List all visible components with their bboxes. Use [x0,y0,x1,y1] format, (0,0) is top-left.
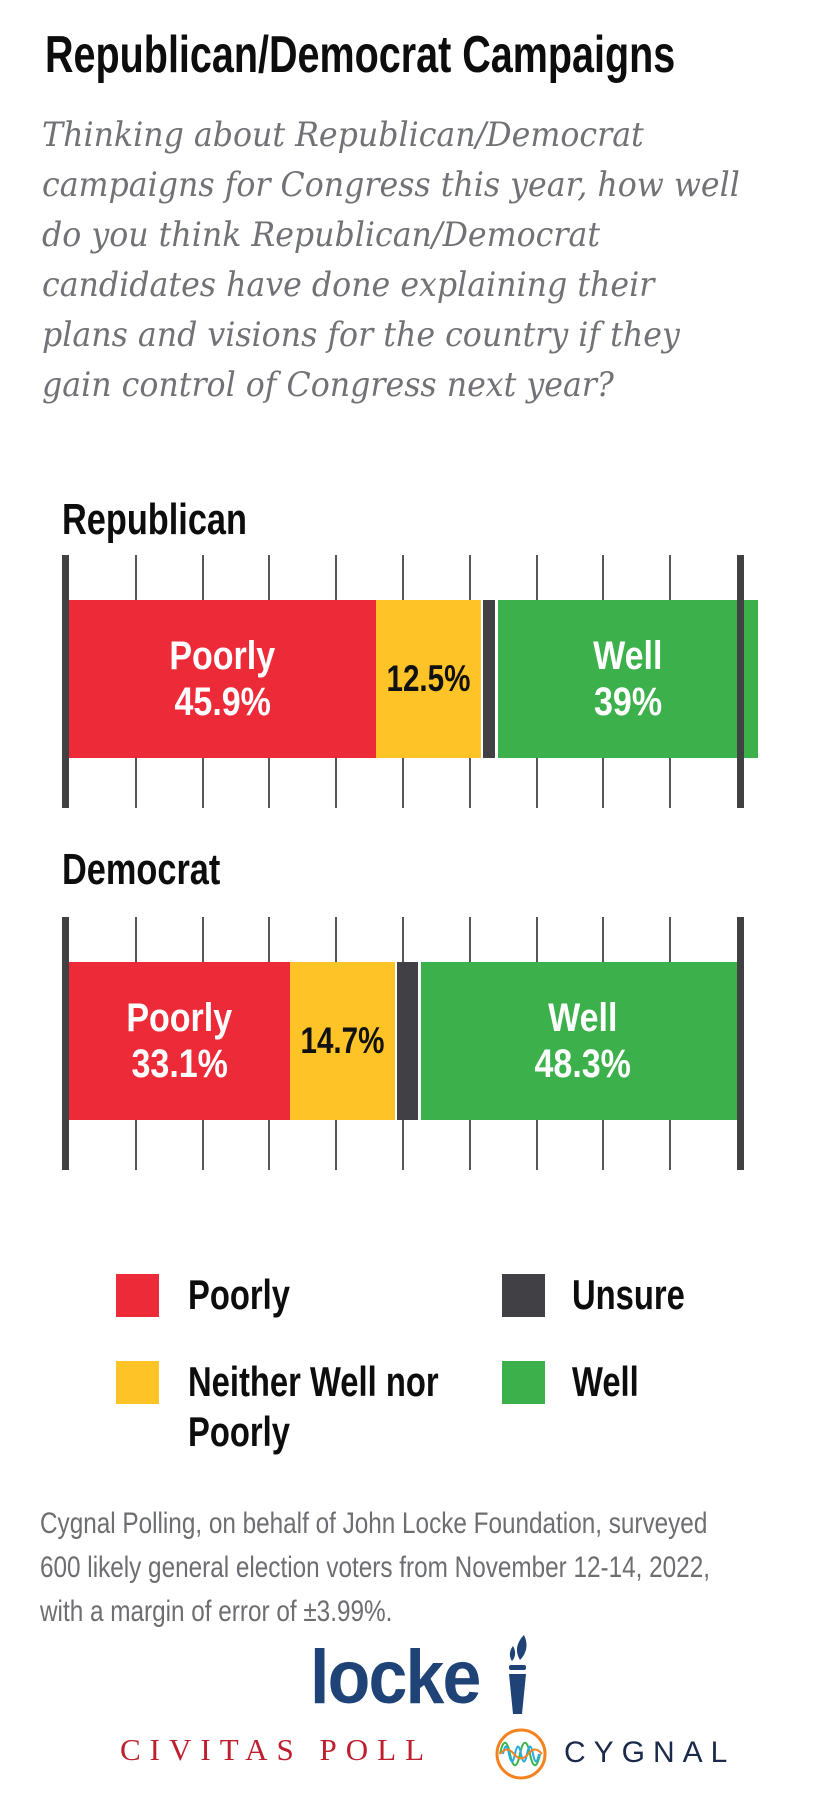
bar-segment-well: Well 48.3% [421,962,744,1120]
axis-tick [134,555,137,600]
cygnal-logo-icon [495,1728,547,1780]
axis-tick [602,1120,605,1170]
axis-tick [201,555,204,600]
axis-tick [335,555,338,600]
axis-tick [602,917,605,962]
bar-segment-label: 45.9% [174,680,271,724]
plot-area: Poorly 33.1% 14.7% Well 48.3% [69,917,744,1170]
axis-tick [201,758,204,808]
axis-tick [402,758,404,808]
axis-tick [535,917,538,962]
bar-segment-well: Well 39% [497,600,759,758]
axis-tick [335,758,338,808]
bar-segment-neither-well-nor-poorly: 14.7% [290,962,396,1120]
legend-label-line: Unsure [572,1271,685,1318]
democrat-stacked-bar-chart: Poorly 33.1% 14.7% Well 48.3% [62,917,744,1170]
axis-cap-left [62,917,69,1170]
axis-tick [268,758,271,808]
legend-label-line: Poorly [188,1408,290,1455]
axis-tick [602,555,605,600]
question-line: plans and visions for the country if the… [42,315,680,355]
bar-segment-label: Poorly [126,996,233,1040]
page-title: Republican/Democrat Campaigns [45,26,676,84]
bar-segment-label: Well [593,634,663,678]
axis-tick [268,1120,271,1170]
legend-swatch-poorly [116,1274,159,1317]
civitas-poll-wordmark: CIVITAS POLL [120,1732,434,1767]
legend-label-well: Well [572,1357,639,1407]
axis-tick [335,917,338,962]
question-line: do you think Republican/Democrat [42,215,601,255]
stacked-bar: Poorly 33.1% 14.7% Well 48.3% [69,962,744,1120]
bar-segment-unsure [480,600,498,758]
axis-cap-right [737,555,744,808]
axis-tick [669,758,672,808]
axis-tick [535,758,538,808]
axis-tick [468,758,471,808]
bar-segment-neither-well-nor-poorly: 12.5% [375,600,481,758]
axis-tick [201,917,204,962]
methodology-line: with a margin of error of ±3.99%. [40,1595,393,1628]
legend-label-line: Well [572,1358,639,1405]
axis-tick [201,1120,204,1170]
axis-tick [468,555,471,600]
axis-tick [669,1120,672,1170]
axis-tick [134,917,137,962]
chart-heading-republican: Republican [62,495,247,544]
axis-tick [335,1120,338,1170]
bar-segment-poorly: Poorly 45.9% [69,600,376,758]
legend-label-line: Neither Well nor [188,1358,439,1405]
bar-segment-label: 39% [594,680,663,724]
axis-tick [669,917,672,962]
question-line: candidates have done explaining their [42,265,655,305]
survey-question: Thinking about Republican/Democrat campa… [42,110,740,410]
legend-label-line: Poorly [188,1271,290,1318]
cygnal-wordmark: CYGNAL [564,1736,736,1769]
axis-tick [468,1120,471,1170]
axis-tick [268,917,271,962]
bar-segment-label: 14.7% [300,1020,385,1061]
bar-segment-label: 12.5% [386,658,471,699]
torch-icon [509,1635,527,1714]
legend-label-neither-well-nor-poorly: Neither Well nor Poorly [188,1357,439,1457]
axis-tick [602,758,605,808]
chart-heading-democrat: Democrat [62,845,221,894]
axis-tick [402,1120,404,1170]
legend-label-unsure: Unsure [572,1270,685,1320]
republican-stacked-bar-chart: Poorly 45.9% 12.5% Well 39% [62,555,759,808]
axis-tick [268,555,271,600]
legend-swatch-unsure [502,1274,545,1317]
axis-tick [134,1120,137,1170]
methodology-line: Cygnal Polling, on behalf of John Locke … [40,1507,708,1540]
methodology-note: Cygnal Polling, on behalf of John Locke … [40,1502,710,1634]
bar-segment-label: Poorly [169,634,276,678]
legend-label-poorly: Poorly [188,1270,290,1320]
bar-segment-unsure [395,962,422,1120]
legend-swatch-neither-well-nor-poorly [116,1361,159,1404]
question-line: campaigns for Congress this year, how we… [42,165,740,205]
legend-swatch-well [502,1361,545,1404]
bar-segment-label: 33.1% [131,1042,228,1086]
methodology-line: 600 likely general election voters from … [40,1551,710,1584]
axis-tick [402,917,404,962]
question-line: gain control of Congress next year? [42,365,614,405]
stacked-bar: Poorly 45.9% 12.5% Well 39% [69,600,759,758]
axis-tick [535,1120,538,1170]
axis-tick [402,555,404,600]
axis-cap-left [62,555,69,808]
question-line: Thinking about Republican/Democrat [42,115,644,155]
bar-segment-poorly: Poorly 33.1% [69,962,291,1120]
axis-cap-right [737,917,744,1170]
bar-segment-label: Well [547,996,618,1040]
bar-segment-label: 48.3% [534,1042,631,1086]
plot-area: Poorly 45.9% 12.5% Well 39% [69,555,759,808]
axis-tick [134,758,137,808]
axis-tick [535,555,538,600]
locke-logo-wordmark: locke [310,1635,481,1720]
axis-tick [468,917,471,962]
axis-tick [669,555,672,600]
